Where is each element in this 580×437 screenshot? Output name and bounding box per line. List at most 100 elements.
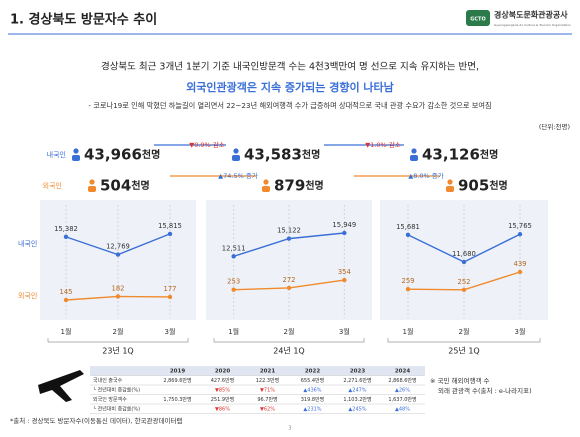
source: *출처 : 경상북도 방문자수(이동통신 데이터), 한국관광데이터랩 (10, 416, 182, 425)
table-cell: 122.3만명 (256, 377, 280, 384)
table-cell: 외국인 방문객수 (93, 396, 127, 403)
data-point (286, 236, 292, 241)
change-label: ▲8.0% 증가 (408, 171, 444, 180)
row-label: 외국인 (43, 181, 62, 190)
table-cell: 1,750.3만명 (163, 396, 191, 403)
table-cell: ▼86% (215, 406, 230, 412)
data-label: 11,680 (452, 250, 476, 258)
data-label: 259 (402, 277, 415, 285)
person-icon (263, 179, 269, 185)
data-point (231, 287, 236, 292)
table-header: 2020 (215, 368, 230, 374)
chart-title: 25년 1Q (448, 346, 479, 356)
total-unit: 천명 (142, 148, 160, 161)
data-point (63, 297, 69, 303)
table-header: 2023 (350, 368, 365, 374)
table-cell: ▲436% (303, 387, 321, 393)
chart-title: 23년 1Q (102, 346, 133, 356)
data-label: 253 (227, 278, 240, 286)
table-cell: ▼71% (260, 387, 275, 393)
table-header: 2019 (170, 368, 185, 374)
x-tick-label: 1월 (228, 327, 239, 336)
table-cell: ▲247% (348, 387, 366, 393)
table-cell: 2,271.6만명 (343, 377, 371, 384)
summary-line: 경상북도 최근 3개년 1분기 기준 내국인방문객 수는 4천3백만여 명 선으… (101, 61, 479, 73)
total-value: 43,126천명 (422, 146, 498, 164)
data-table: 2019 2020 2021 2022 2023 2024 국내인 출국수 2,869.6만명… (90, 366, 425, 414)
bracket (387, 338, 541, 343)
page-title: 1. 경상북도 방문자수 추이 (10, 12, 157, 28)
data-point (63, 234, 69, 240)
data-label: 15,765 (508, 222, 532, 230)
total-value: 504천명 (100, 177, 150, 195)
person-icon (262, 186, 270, 192)
data-point (115, 252, 121, 257)
table-cell: 국내인 출국수 (93, 377, 123, 384)
table-cell: 1,637.0만명 (388, 396, 416, 403)
data-label: 145 (60, 288, 73, 296)
summary-note: - 코로나19로 인해 막혔던 하늘길이 열리면서 22~23년 해외여행객 수… (88, 101, 491, 110)
table-header: 2022 (305, 368, 320, 374)
data-point (167, 231, 173, 237)
total-unit: 천명 (480, 148, 498, 161)
person-icon (446, 186, 454, 192)
table-cell: ▲245% (348, 406, 366, 412)
logo-icon (466, 10, 490, 26)
data-label: 252 (458, 278, 471, 286)
table-header: 2021 (260, 368, 275, 374)
data-point (405, 286, 411, 292)
note-line: 외래 관광객 수(출처 : e-나라지표) (438, 386, 532, 395)
row-label: 내국인 (47, 150, 66, 159)
x-tick-label: 2월 (459, 327, 470, 336)
x-tick-label: 3월 (515, 327, 526, 336)
logo-mark: GCTO (470, 17, 485, 23)
unit-note: (단위:천명) (539, 122, 570, 131)
x-tick-label: 3월 (165, 327, 176, 336)
table-cell: ▼62% (260, 406, 275, 412)
data-point (167, 294, 173, 300)
data-point (461, 259, 467, 265)
person-icon (73, 148, 79, 154)
data-label: 272 (283, 276, 296, 284)
data-point (517, 269, 523, 275)
x-tick-label: 1월 (61, 327, 72, 336)
summary-highlight: 외국인관광객은 지속 증가되는 경향이 나타남 (186, 80, 394, 94)
table-cell: 1,103.2만명 (343, 396, 371, 403)
series-label: 외국인 (18, 291, 37, 300)
x-tick-label: 2월 (284, 327, 295, 336)
table-cell: ▲48% (395, 406, 410, 412)
data-point (231, 254, 236, 259)
bracket (213, 338, 365, 343)
data-point (461, 287, 467, 293)
change-label: ▲74.5% 증가 (218, 171, 258, 180)
table-cell: └ 전년대비 증감률(%) (93, 386, 140, 393)
table-cell: ▼85% (215, 387, 230, 393)
total-value: 905천명 (458, 177, 508, 195)
note-line: ※ 국민 해외여행객 수 (430, 376, 490, 385)
total-unit: 천명 (305, 179, 323, 192)
person-icon (72, 155, 80, 161)
table-cell: 2,869.6만명 (163, 377, 191, 384)
table-cell: 655.4만명 (301, 377, 325, 384)
table-header: 2024 (395, 368, 410, 374)
table-cell: ▲26% (395, 387, 410, 393)
table-cell: └ 전년대비 증감률(%) (93, 405, 140, 412)
person-icon (89, 179, 95, 185)
data-point (115, 294, 121, 299)
change-label: ▼1.0% 감소 (365, 141, 401, 149)
table-header-bg (90, 366, 425, 376)
data-label: 15,382 (54, 225, 78, 233)
data-label: 182 (112, 284, 125, 292)
logo-name: 경상북도문화관광공사 (494, 10, 568, 20)
data-point (517, 232, 523, 237)
person-icon (447, 179, 453, 185)
total-unit: 천명 (489, 179, 507, 192)
data-label: 15,122 (277, 227, 301, 235)
total-value: 43,966천명 (84, 146, 160, 164)
table-cell: 96.7만명 (257, 396, 277, 403)
table-cell: ▲231% (303, 406, 321, 412)
x-tick-label: 2월 (113, 327, 124, 336)
person-icon (233, 148, 239, 154)
